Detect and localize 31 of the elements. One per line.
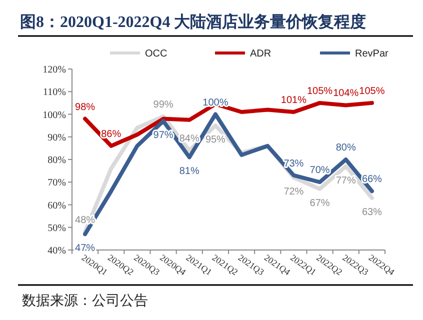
legend-label: OCC bbox=[145, 48, 168, 60]
data-label: 98% bbox=[75, 102, 96, 113]
y-tick-label: 50% bbox=[48, 222, 66, 234]
data-label: 105% bbox=[307, 86, 333, 97]
y-tick-label: 80% bbox=[48, 155, 66, 166]
chart-title: 图8：2020Q1-2022Q4 大陆酒店业务量价恢复程度 bbox=[20, 12, 366, 31]
data-label: 97% bbox=[153, 130, 174, 142]
legend-label: RevPar bbox=[355, 48, 390, 60]
y-tick-label: 90% bbox=[48, 132, 66, 144]
data-label: 67% bbox=[310, 198, 330, 209]
data-label: 105% bbox=[359, 86, 385, 97]
data-label: 81% bbox=[179, 166, 200, 178]
data-label: 104% bbox=[333, 88, 359, 100]
data-label: 77% bbox=[336, 175, 356, 186]
y-tick-label: 120% bbox=[42, 64, 66, 76]
data-label: 99% bbox=[153, 100, 174, 111]
data-label: 80% bbox=[336, 142, 356, 154]
y-tick-label: 60% bbox=[48, 200, 66, 212]
data-label: 70% bbox=[310, 165, 330, 176]
y-tick-label: 40% bbox=[48, 246, 66, 256]
data-label: 86% bbox=[101, 128, 122, 140]
data-label: 72% bbox=[284, 186, 304, 198]
data-label: 63% bbox=[362, 206, 382, 218]
data-label: 101% bbox=[280, 94, 307, 106]
y-tick-label: 70% bbox=[48, 178, 66, 189]
y-tick-label: 100% bbox=[42, 110, 66, 121]
y-tick-label: 110% bbox=[43, 87, 66, 98]
legend-label: ADR bbox=[250, 48, 272, 60]
data-label: 95% bbox=[205, 134, 226, 146]
data-label: 84% bbox=[179, 133, 200, 144]
source-note: 数据来源：公司公告 bbox=[22, 293, 148, 309]
